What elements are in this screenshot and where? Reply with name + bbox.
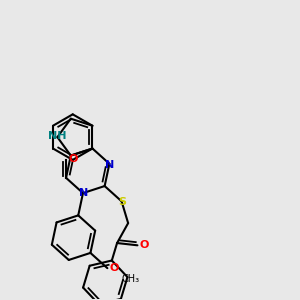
Text: S: S xyxy=(118,197,127,207)
Text: O: O xyxy=(110,263,119,273)
Text: O: O xyxy=(68,154,77,164)
Text: N: N xyxy=(79,188,88,198)
Text: CH₃: CH₃ xyxy=(121,274,139,284)
Text: N: N xyxy=(105,160,114,170)
Text: O: O xyxy=(140,240,149,250)
Text: NH: NH xyxy=(48,131,67,141)
